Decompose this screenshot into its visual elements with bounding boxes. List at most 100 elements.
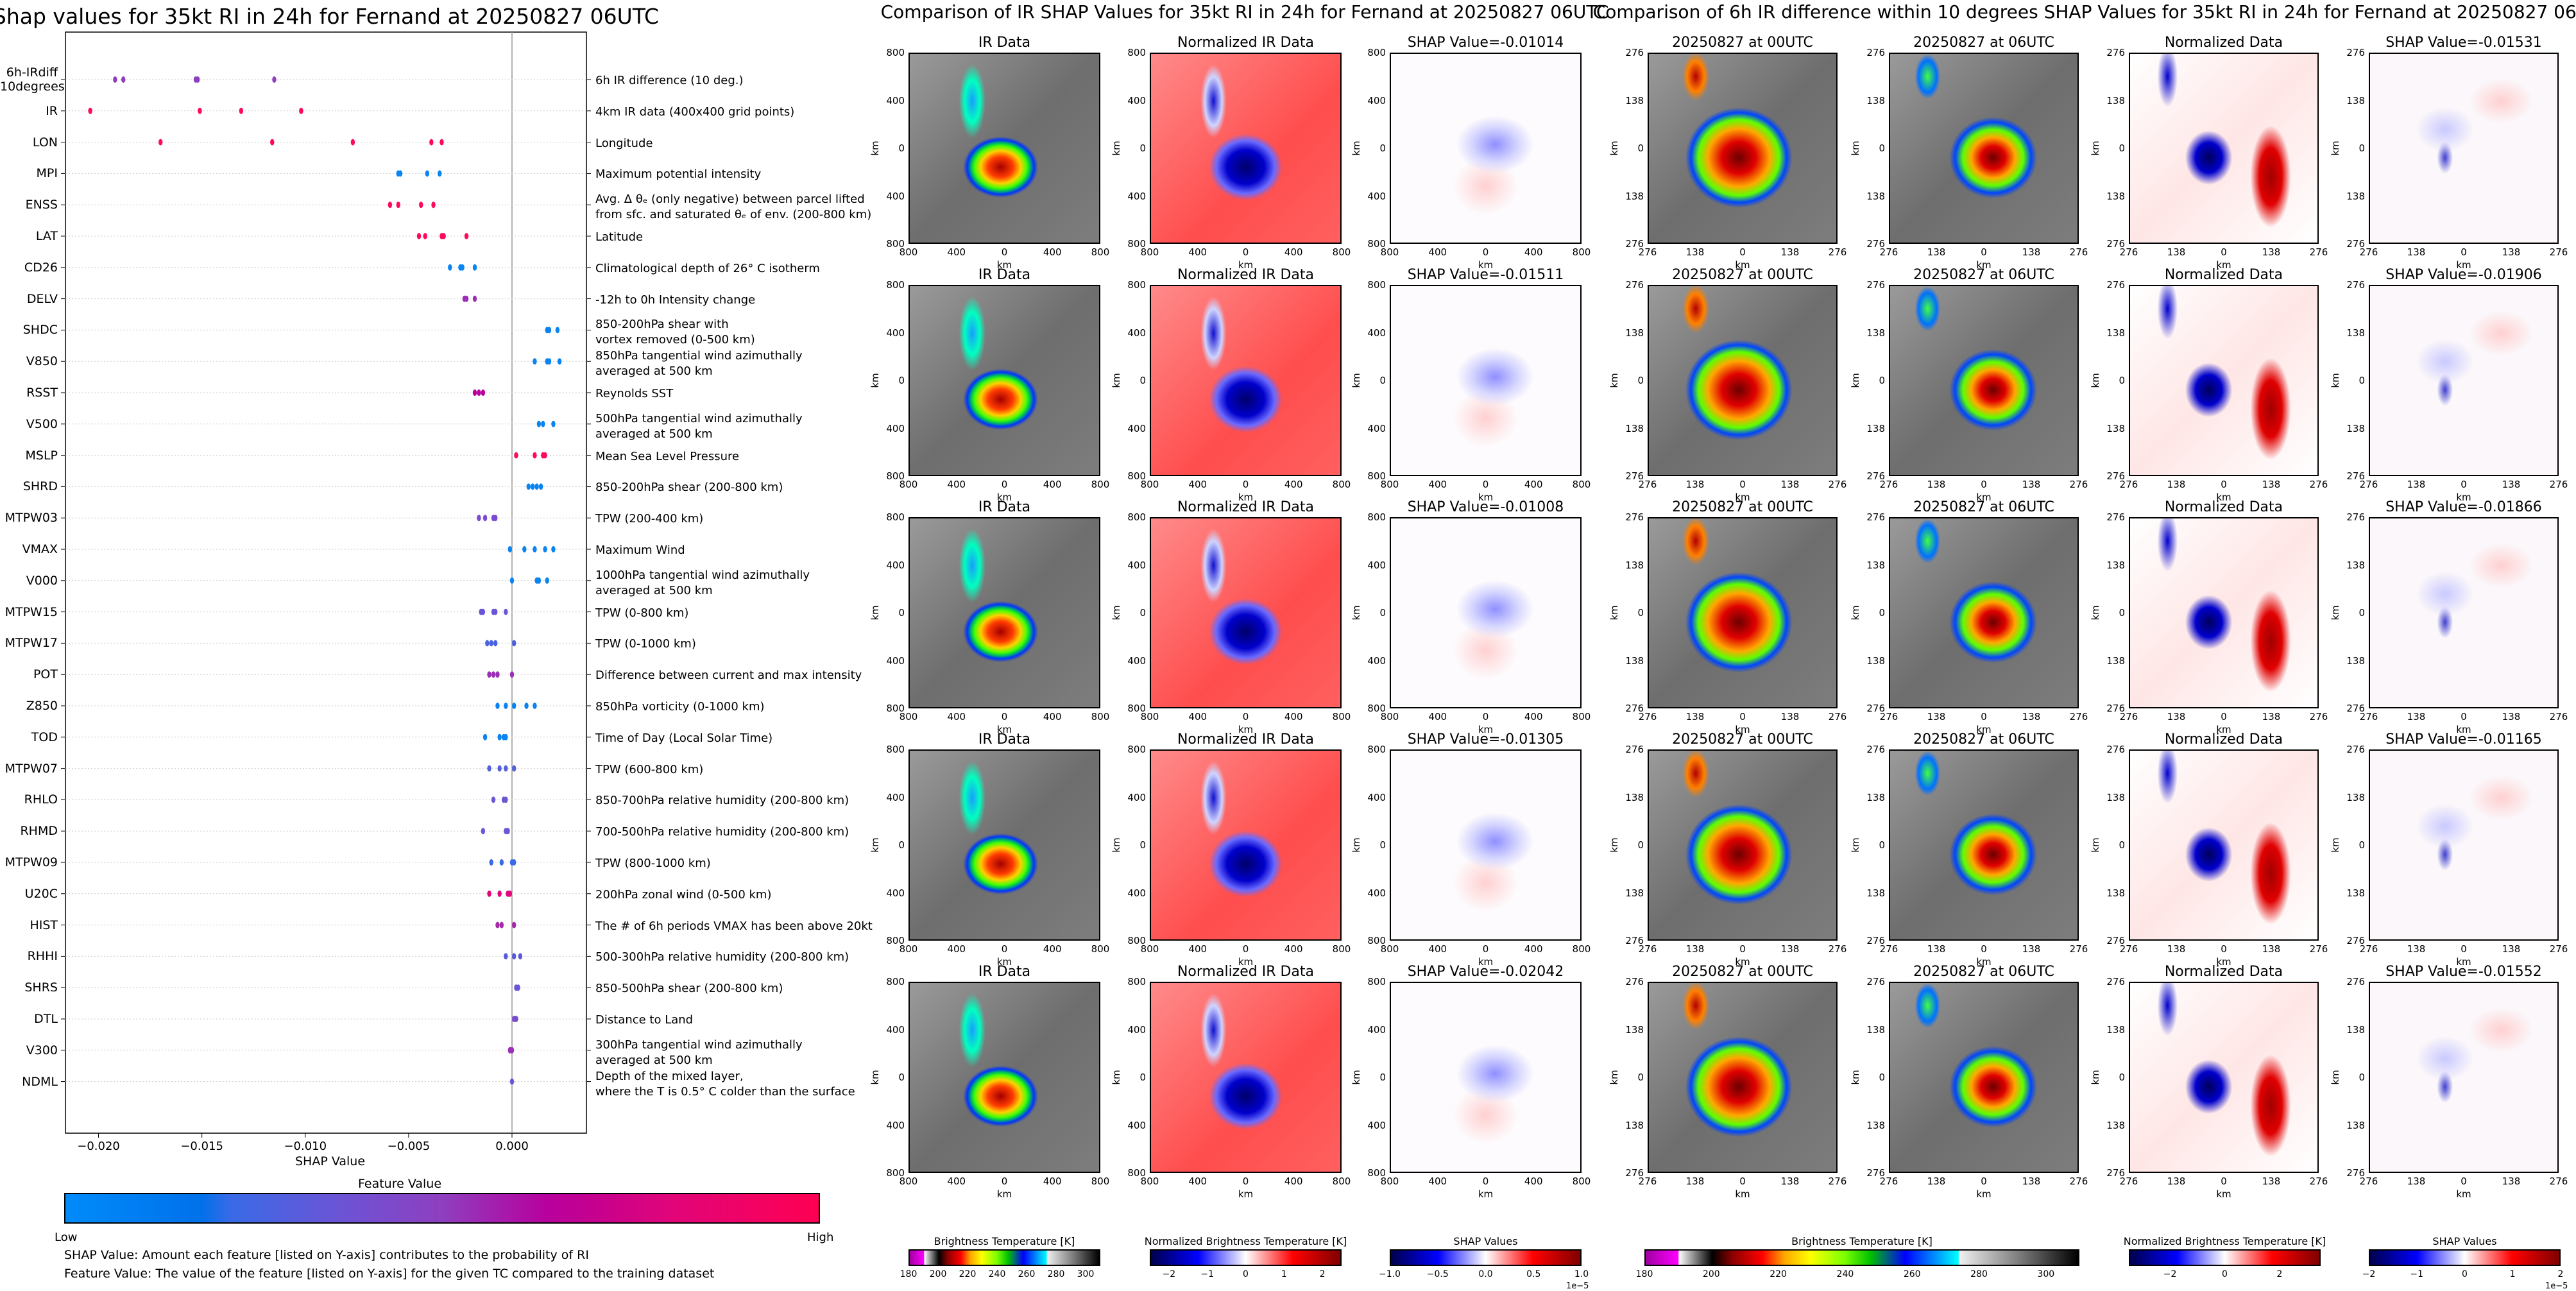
colorbar-tick-label: 0 bbox=[2462, 1269, 2468, 1279]
x-tick-label: 276 bbox=[2309, 246, 2328, 258]
x-tick-label: 400 bbox=[1284, 479, 1303, 490]
y-tick-label: 138 bbox=[1625, 791, 1644, 803]
normalized-ir-panel-title: Normalized IR Data bbox=[1177, 35, 1315, 51]
y-tick-label: 400 bbox=[886, 559, 905, 571]
y-tick-label: 400 bbox=[886, 654, 905, 667]
x-tick-label: 400 bbox=[1524, 1176, 1543, 1187]
ir-06utc-panel bbox=[1889, 517, 2079, 708]
colorbar-tick-label: 0.5 bbox=[1526, 1269, 1541, 1279]
feature-label: SHDC bbox=[22, 323, 58, 338]
normalized-ir-panel bbox=[1150, 749, 1342, 941]
y-tick-label: 138 bbox=[1866, 190, 1885, 202]
x-tick-label: 0 bbox=[1482, 711, 1489, 722]
x-tick-label: 800 bbox=[899, 711, 918, 722]
x-tick-label: 138 bbox=[2022, 479, 2041, 490]
x-tick-label: 138 bbox=[2262, 246, 2281, 258]
x-tick-label: 400 bbox=[1188, 479, 1207, 490]
x-axis-label: km bbox=[2216, 259, 2231, 271]
shap-point bbox=[491, 796, 496, 803]
y-axis-label: km bbox=[1351, 605, 1362, 620]
x-tick-label: 0 bbox=[1001, 479, 1008, 490]
y-axis-label: km bbox=[2330, 1070, 2341, 1085]
shap-point bbox=[121, 76, 126, 83]
x-tick-label: 276 bbox=[1638, 943, 1657, 955]
y-axis-label: km bbox=[2090, 837, 2101, 853]
feature-description: Distance to Land bbox=[595, 1013, 694, 1027]
y-tick-label: 138 bbox=[1625, 94, 1644, 107]
x-axis-label: km bbox=[2456, 956, 2471, 968]
x-tick-label: 0 bbox=[2461, 1176, 2467, 1187]
x-tick-label: 400 bbox=[1428, 711, 1447, 722]
y-tick-label: 138 bbox=[1625, 422, 1644, 434]
x-tick-label: 276 bbox=[2549, 711, 2568, 722]
x-tick-label: 276 bbox=[2549, 1176, 2568, 1187]
y-tick-label: 800 bbox=[1367, 238, 1386, 250]
shap-point bbox=[504, 703, 508, 709]
x-tick-label: 800 bbox=[1140, 479, 1159, 490]
y-axis-label: km bbox=[1351, 373, 1362, 388]
x-tick-label: 138 bbox=[1685, 246, 1705, 258]
x-tick-label: 0 bbox=[2461, 943, 2467, 955]
shap-point bbox=[487, 671, 491, 678]
colorbar-tick-label: −1 bbox=[1200, 1269, 1215, 1279]
shap-point bbox=[493, 515, 498, 522]
x-tick-label: 276 bbox=[2309, 943, 2328, 955]
y-tick-label: 276 bbox=[1866, 976, 1885, 987]
shap-point bbox=[526, 483, 531, 490]
ir-normalized-colorbar bbox=[1150, 1249, 1342, 1266]
shap-point bbox=[536, 420, 542, 427]
x-tick-label: 138 bbox=[2022, 246, 2041, 258]
y-tick-label: 276 bbox=[2346, 935, 2365, 946]
shap-point bbox=[398, 170, 403, 177]
x-tick-label: 0 bbox=[1739, 1176, 1746, 1187]
y-axis-label: km bbox=[2330, 373, 2341, 388]
x-axis-label: km bbox=[1976, 724, 1992, 735]
y-tick-label: 0 bbox=[1139, 1072, 1146, 1083]
y-tick-label: 138 bbox=[2346, 1119, 2365, 1131]
x-axis-label: km bbox=[1478, 1188, 1494, 1200]
x-tick-label: 276 bbox=[2119, 943, 2138, 955]
y-tick-label: 276 bbox=[1625, 470, 1644, 482]
x-tick-label: 138 bbox=[2262, 711, 2281, 722]
shap-point bbox=[514, 1016, 518, 1022]
y-tick-label: 0 bbox=[1637, 607, 1644, 619]
colorbar-tick-label: 1 bbox=[2509, 1269, 2516, 1279]
shap-point bbox=[524, 703, 529, 709]
x-axis-label: km bbox=[996, 1188, 1012, 1200]
y-tick-label: 800 bbox=[1367, 511, 1386, 523]
x-tick-label: 276 bbox=[1828, 943, 1847, 955]
x-tick-label: 800 bbox=[899, 943, 918, 955]
shap-point bbox=[504, 733, 508, 740]
y-tick-label: 276 bbox=[2346, 744, 2365, 755]
colorbar-tick-label: 240 bbox=[1836, 1269, 1854, 1279]
y-axis-label: km bbox=[1111, 605, 1122, 620]
colorbar-tick-label: 2 bbox=[2557, 1269, 2564, 1279]
x-tick-label: 800 bbox=[1332, 711, 1351, 722]
x-axis-label: km bbox=[1238, 1188, 1254, 1200]
y-axis-label: km bbox=[1608, 605, 1620, 620]
shap-point bbox=[489, 640, 493, 647]
x-axis-label: km bbox=[2456, 492, 2471, 503]
y-tick-label: 800 bbox=[1367, 703, 1386, 714]
x-tick-label: 276 bbox=[2359, 246, 2378, 258]
x-axis-label: km bbox=[1478, 956, 1494, 968]
y-axis-label: km bbox=[1111, 837, 1122, 853]
shap-point bbox=[533, 703, 537, 709]
x-tick-label: 138 bbox=[2407, 1176, 2426, 1187]
shap-point bbox=[497, 733, 502, 740]
y-tick-label: 400 bbox=[886, 94, 905, 107]
y-tick-label: 138 bbox=[2106, 1119, 2125, 1131]
shap-summary-svg bbox=[61, 31, 591, 1138]
y-tick-label: 276 bbox=[1866, 238, 1885, 250]
diff-shap-panel-title: SHAP Value=-0.01531 bbox=[2385, 35, 2542, 51]
x-tick-label: 800 bbox=[1091, 479, 1110, 490]
y-tick-label: 276 bbox=[2346, 47, 2365, 58]
y-tick-label: 276 bbox=[2346, 1167, 2365, 1179]
feature-label: V300 bbox=[26, 1043, 58, 1057]
y-tick-label: 800 bbox=[1367, 470, 1386, 482]
colorbar-low-label: Low bbox=[55, 1231, 78, 1244]
ir-brightness-colorbar bbox=[908, 1249, 1100, 1266]
x-tick-label: 276 bbox=[2359, 479, 2378, 490]
x-tick-label: 276 bbox=[2549, 246, 2568, 258]
x-tick-label: −0.010 bbox=[284, 1140, 327, 1153]
